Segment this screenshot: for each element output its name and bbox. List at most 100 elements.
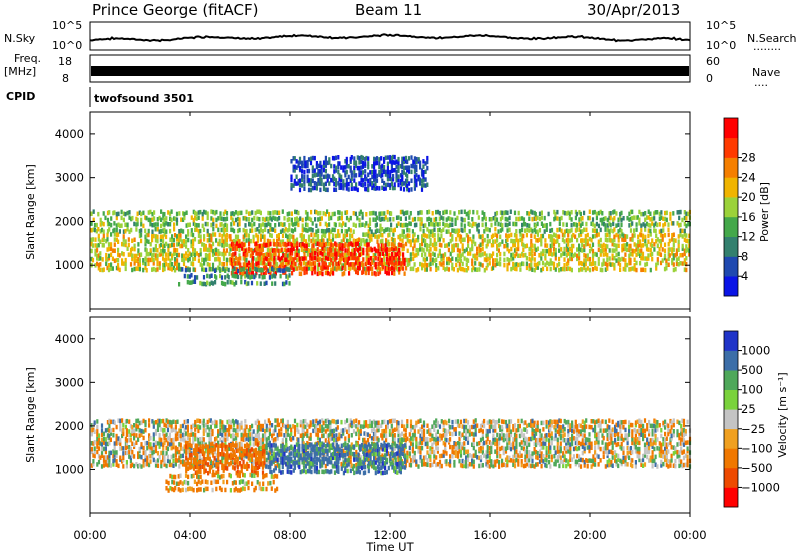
heatmap-cell <box>455 237 458 242</box>
heatmap-cell <box>440 257 443 262</box>
heatmap-cell <box>128 210 131 215</box>
heatmap-cell <box>609 228 612 233</box>
heatmap-cell <box>398 260 401 266</box>
heatmap-cell <box>322 186 326 192</box>
heatmap-cell <box>365 187 368 192</box>
heatmap-cell <box>142 459 145 464</box>
heatmap-cell <box>235 419 238 424</box>
heatmap-cell <box>276 463 279 468</box>
heatmap-cell <box>214 441 217 447</box>
heatmap-cell <box>431 211 434 216</box>
heatmap-cell <box>412 246 415 251</box>
heatmap-cell <box>289 251 292 256</box>
heatmap-cell <box>332 261 335 266</box>
heatmap-cell <box>314 428 317 433</box>
heatmap-cell <box>224 217 227 222</box>
heatmap-cell <box>245 273 248 278</box>
heatmap-cell <box>302 427 305 433</box>
heatmap-cell <box>254 241 257 247</box>
heatmap-cell <box>413 239 416 244</box>
heatmap-cell <box>303 174 306 180</box>
heatmap-cell <box>408 438 411 443</box>
heatmap-cell <box>195 211 198 217</box>
heatmap-cell <box>356 441 359 446</box>
heatmap-cell <box>378 160 381 166</box>
heatmap-cell <box>340 263 343 268</box>
noise-sky-trace <box>89 33 691 43</box>
heatmap-cell <box>613 215 616 221</box>
heatmap-cell <box>220 216 223 221</box>
heatmap-cell <box>210 222 213 228</box>
heatmap-cell <box>146 458 149 464</box>
heatmap-cell <box>383 428 386 434</box>
heatmap-cell <box>465 247 468 252</box>
heatmap-cell <box>128 432 131 438</box>
heatmap-cell <box>397 440 400 446</box>
heatmap-cell <box>645 221 649 227</box>
heatmap-cell <box>109 450 112 456</box>
heatmap-cell <box>415 459 418 464</box>
heatmap-cell <box>174 268 177 273</box>
heatmap-cell <box>355 246 358 251</box>
heatmap-cell <box>367 270 370 276</box>
heatmap-cell <box>664 216 667 222</box>
heatmap-cell <box>425 267 428 272</box>
heatmap-cell <box>391 418 395 423</box>
heatmap-cell <box>338 432 341 437</box>
heatmap-cell <box>371 174 374 180</box>
heatmap-cell <box>160 209 163 214</box>
heatmap-cell <box>314 269 317 275</box>
heatmap-cell <box>293 425 297 430</box>
heatmap-cell <box>547 211 550 217</box>
heatmap-cell <box>676 221 679 226</box>
heatmap-cell <box>393 243 396 249</box>
heatmap-cell <box>683 215 686 221</box>
heatmap-cell <box>177 241 181 247</box>
heatmap-cell <box>663 248 667 253</box>
heatmap-cell <box>259 427 262 432</box>
heatmap-cell <box>106 455 109 460</box>
heatmap-cell <box>283 222 286 227</box>
heatmap-cell <box>231 273 234 278</box>
heatmap-cell <box>242 227 245 233</box>
heatmap-cell <box>430 229 433 234</box>
heatmap-cell <box>406 257 409 263</box>
heatmap-cell <box>259 223 262 228</box>
heatmap-cell <box>637 243 640 248</box>
heatmap-cell <box>192 432 195 437</box>
heatmap-cell <box>374 265 377 270</box>
heatmap-cell <box>154 444 158 449</box>
heatmap-cell <box>97 253 100 258</box>
heatmap-cell <box>597 261 600 266</box>
heatmap-cell <box>460 209 463 215</box>
heatmap-cell <box>128 449 131 455</box>
heatmap-cell <box>120 209 123 215</box>
heatmap-cell <box>192 251 195 257</box>
heatmap-cell <box>285 242 288 248</box>
heatmap-cell <box>376 239 379 244</box>
heatmap-cell <box>381 172 384 178</box>
heatmap-cell <box>392 160 395 165</box>
heatmap-cell <box>340 185 343 190</box>
heatmap-cell <box>167 210 170 215</box>
heatmap-cell <box>272 429 275 434</box>
heatmap-cell <box>442 216 445 221</box>
heatmap-cell <box>203 234 206 239</box>
heatmap-cell <box>242 464 245 469</box>
heatmap-cell <box>256 433 259 438</box>
heatmap-cell <box>304 239 308 244</box>
heatmap-cell <box>311 227 314 233</box>
heatmap-cell <box>350 176 353 182</box>
heatmap-cell <box>641 267 645 272</box>
heatmap-cell <box>424 267 427 272</box>
heatmap-cell <box>138 210 141 215</box>
heatmap-cell <box>381 419 384 425</box>
heatmap-cell <box>129 446 132 452</box>
heatmap-cell <box>528 228 531 233</box>
heatmap-cell <box>552 265 556 271</box>
heatmap-cell <box>187 248 190 253</box>
heatmap-cell <box>637 239 640 244</box>
heatmap-cell <box>563 210 566 216</box>
heatmap-cell <box>411 217 414 222</box>
heatmap-cell <box>142 210 145 216</box>
